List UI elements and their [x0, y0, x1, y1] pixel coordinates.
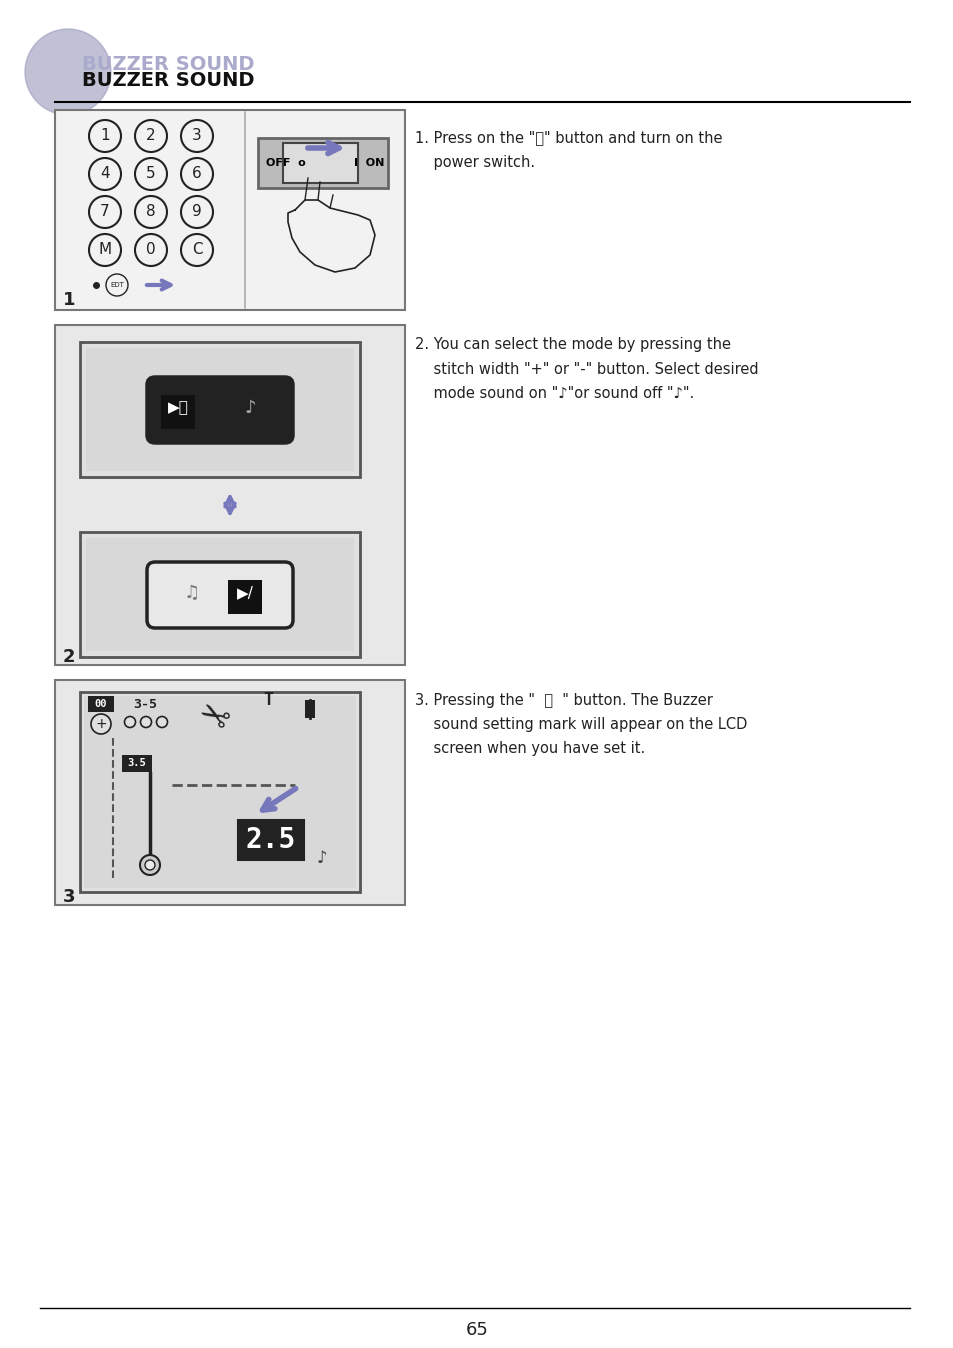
FancyBboxPatch shape — [147, 562, 293, 628]
Bar — [84, 696, 355, 888]
Text: ▶/: ▶/ — [236, 585, 253, 600]
Text: 1: 1 — [63, 291, 75, 309]
Text: 3: 3 — [192, 128, 202, 143]
Text: EDT: EDT — [110, 282, 124, 288]
Bar — [80, 342, 359, 477]
Text: 2.5: 2.5 — [246, 826, 295, 855]
Bar — [55, 679, 405, 905]
Circle shape — [89, 235, 121, 266]
Circle shape — [106, 274, 128, 297]
Bar — [88, 696, 113, 712]
Circle shape — [181, 235, 213, 266]
Text: 3: 3 — [63, 888, 75, 906]
Text: 1. Press on the "ⓐ" button and turn on the: 1. Press on the "ⓐ" button and turn on t… — [415, 131, 721, 146]
Circle shape — [145, 860, 154, 869]
Bar — [86, 348, 354, 470]
Text: 2. You can select the mode by pressing the: 2. You can select the mode by pressing t… — [415, 337, 730, 352]
Text: 65: 65 — [465, 1321, 488, 1339]
Text: 3. Pressing the "  ⓐ  " button. The Buzzer: 3. Pressing the " ⓐ " button. The Buzzer — [415, 693, 712, 708]
Bar — [122, 755, 152, 772]
Text: M: M — [98, 243, 112, 257]
Text: stitch width "+" or "-" button. Select desired: stitch width "+" or "-" button. Select d… — [415, 361, 758, 376]
Text: 2: 2 — [146, 128, 155, 143]
Text: power switch.: power switch. — [415, 155, 535, 170]
Circle shape — [140, 855, 160, 875]
Text: BUZZER SOUND: BUZZER SOUND — [82, 70, 254, 89]
Text: 3-5: 3-5 — [132, 697, 157, 710]
Text: BUZZER SOUND: BUZZER SOUND — [82, 55, 254, 74]
Text: 00: 00 — [94, 700, 107, 709]
Text: sound setting mark will appear on the LCD: sound setting mark will appear on the LC… — [415, 717, 746, 732]
Text: 3.5: 3.5 — [128, 758, 146, 768]
Text: 5: 5 — [146, 167, 155, 182]
Bar — [305, 700, 314, 718]
Text: ♪: ♪ — [244, 399, 255, 417]
Text: +: + — [95, 717, 107, 731]
Circle shape — [89, 195, 121, 228]
Circle shape — [181, 120, 213, 152]
Circle shape — [135, 158, 167, 190]
Circle shape — [25, 30, 111, 115]
Circle shape — [156, 717, 168, 728]
Text: 1: 1 — [100, 128, 110, 143]
Circle shape — [135, 120, 167, 152]
Text: 8: 8 — [146, 205, 155, 220]
Bar — [237, 820, 304, 860]
Text: I  ON: I ON — [354, 158, 384, 168]
Bar — [80, 692, 359, 892]
Bar — [55, 325, 405, 665]
Text: T: T — [263, 692, 273, 709]
Text: 6: 6 — [192, 167, 202, 182]
Circle shape — [89, 158, 121, 190]
Circle shape — [181, 195, 213, 228]
Text: C: C — [192, 243, 202, 257]
Circle shape — [135, 195, 167, 228]
Bar — [80, 532, 359, 656]
Text: ♪: ♪ — [316, 849, 327, 867]
Text: 0: 0 — [146, 243, 155, 257]
Circle shape — [181, 158, 213, 190]
FancyBboxPatch shape — [147, 377, 293, 443]
Text: ✂: ✂ — [193, 687, 236, 732]
Bar — [283, 143, 357, 183]
Text: OFF  o: OFF o — [266, 158, 305, 168]
Text: ▶⧖: ▶⧖ — [168, 400, 189, 415]
Text: 2: 2 — [63, 648, 75, 666]
Circle shape — [135, 235, 167, 266]
Circle shape — [89, 120, 121, 152]
Text: screen when you have set it.: screen when you have set it. — [415, 740, 644, 755]
Circle shape — [125, 717, 135, 728]
Bar — [55, 111, 405, 310]
Circle shape — [91, 714, 111, 735]
Text: mode sound on "♪"or sound off "♪".: mode sound on "♪"or sound off "♪". — [415, 386, 694, 400]
Bar — [161, 395, 194, 429]
Bar — [257, 137, 388, 187]
Text: ♫: ♫ — [184, 584, 200, 603]
Circle shape — [140, 717, 152, 728]
Text: 9: 9 — [192, 205, 202, 220]
Bar — [86, 538, 354, 651]
Text: 7: 7 — [100, 205, 110, 220]
Text: 4: 4 — [100, 167, 110, 182]
Bar — [228, 580, 262, 613]
